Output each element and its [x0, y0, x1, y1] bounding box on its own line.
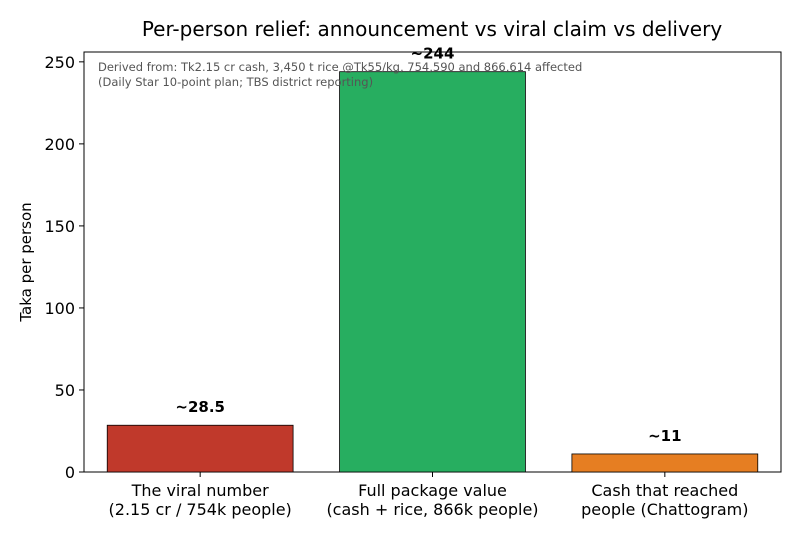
y-tick-label-2: 50 [55, 381, 75, 400]
y-axis: 0 50 100 150 200 250 [44, 53, 84, 482]
bar-3 [571, 453, 759, 473]
bar-2 [339, 71, 526, 473]
bar-1 [106, 424, 294, 473]
y-tick-label-5: 200 [44, 135, 75, 154]
y-tick-label-6: 250 [44, 53, 75, 72]
chart-title: Per-person relief: announcement vs viral… [142, 17, 723, 41]
annotation-line-2: (Daily Star 10-point plan; TBS district … [98, 75, 373, 89]
source-annotation: Derived from: Tk2.15 cr cash, 3,450 t ri… [98, 60, 582, 89]
bars [106, 71, 759, 473]
annotation-line-1: Derived from: Tk2.15 cr cash, 3,450 t ri… [98, 60, 582, 74]
x-tick-label-1: The viral number (2.15 cr / 754k people) [109, 481, 292, 519]
data-labels: ~28.5 ~244 ~11 [175, 45, 681, 445]
y-axis-label: Taka per person [17, 202, 35, 322]
data-label-3: ~11 [648, 427, 681, 445]
x-tick-label-2: Full package value (cash + rice, 866k peo… [326, 481, 538, 519]
x-axis: The viral number (2.15 cr / 754k people) F… [109, 472, 749, 519]
data-label-2: ~244 [411, 45, 455, 63]
data-label-1: ~28.5 [175, 398, 225, 416]
y-tick-label-3: 100 [44, 299, 75, 318]
y-tick-label-4: 150 [44, 217, 75, 236]
x-tick-label-3: Cash that reached people (Chattogram) [581, 481, 748, 519]
y-tick-label-1: 0 [65, 463, 75, 482]
